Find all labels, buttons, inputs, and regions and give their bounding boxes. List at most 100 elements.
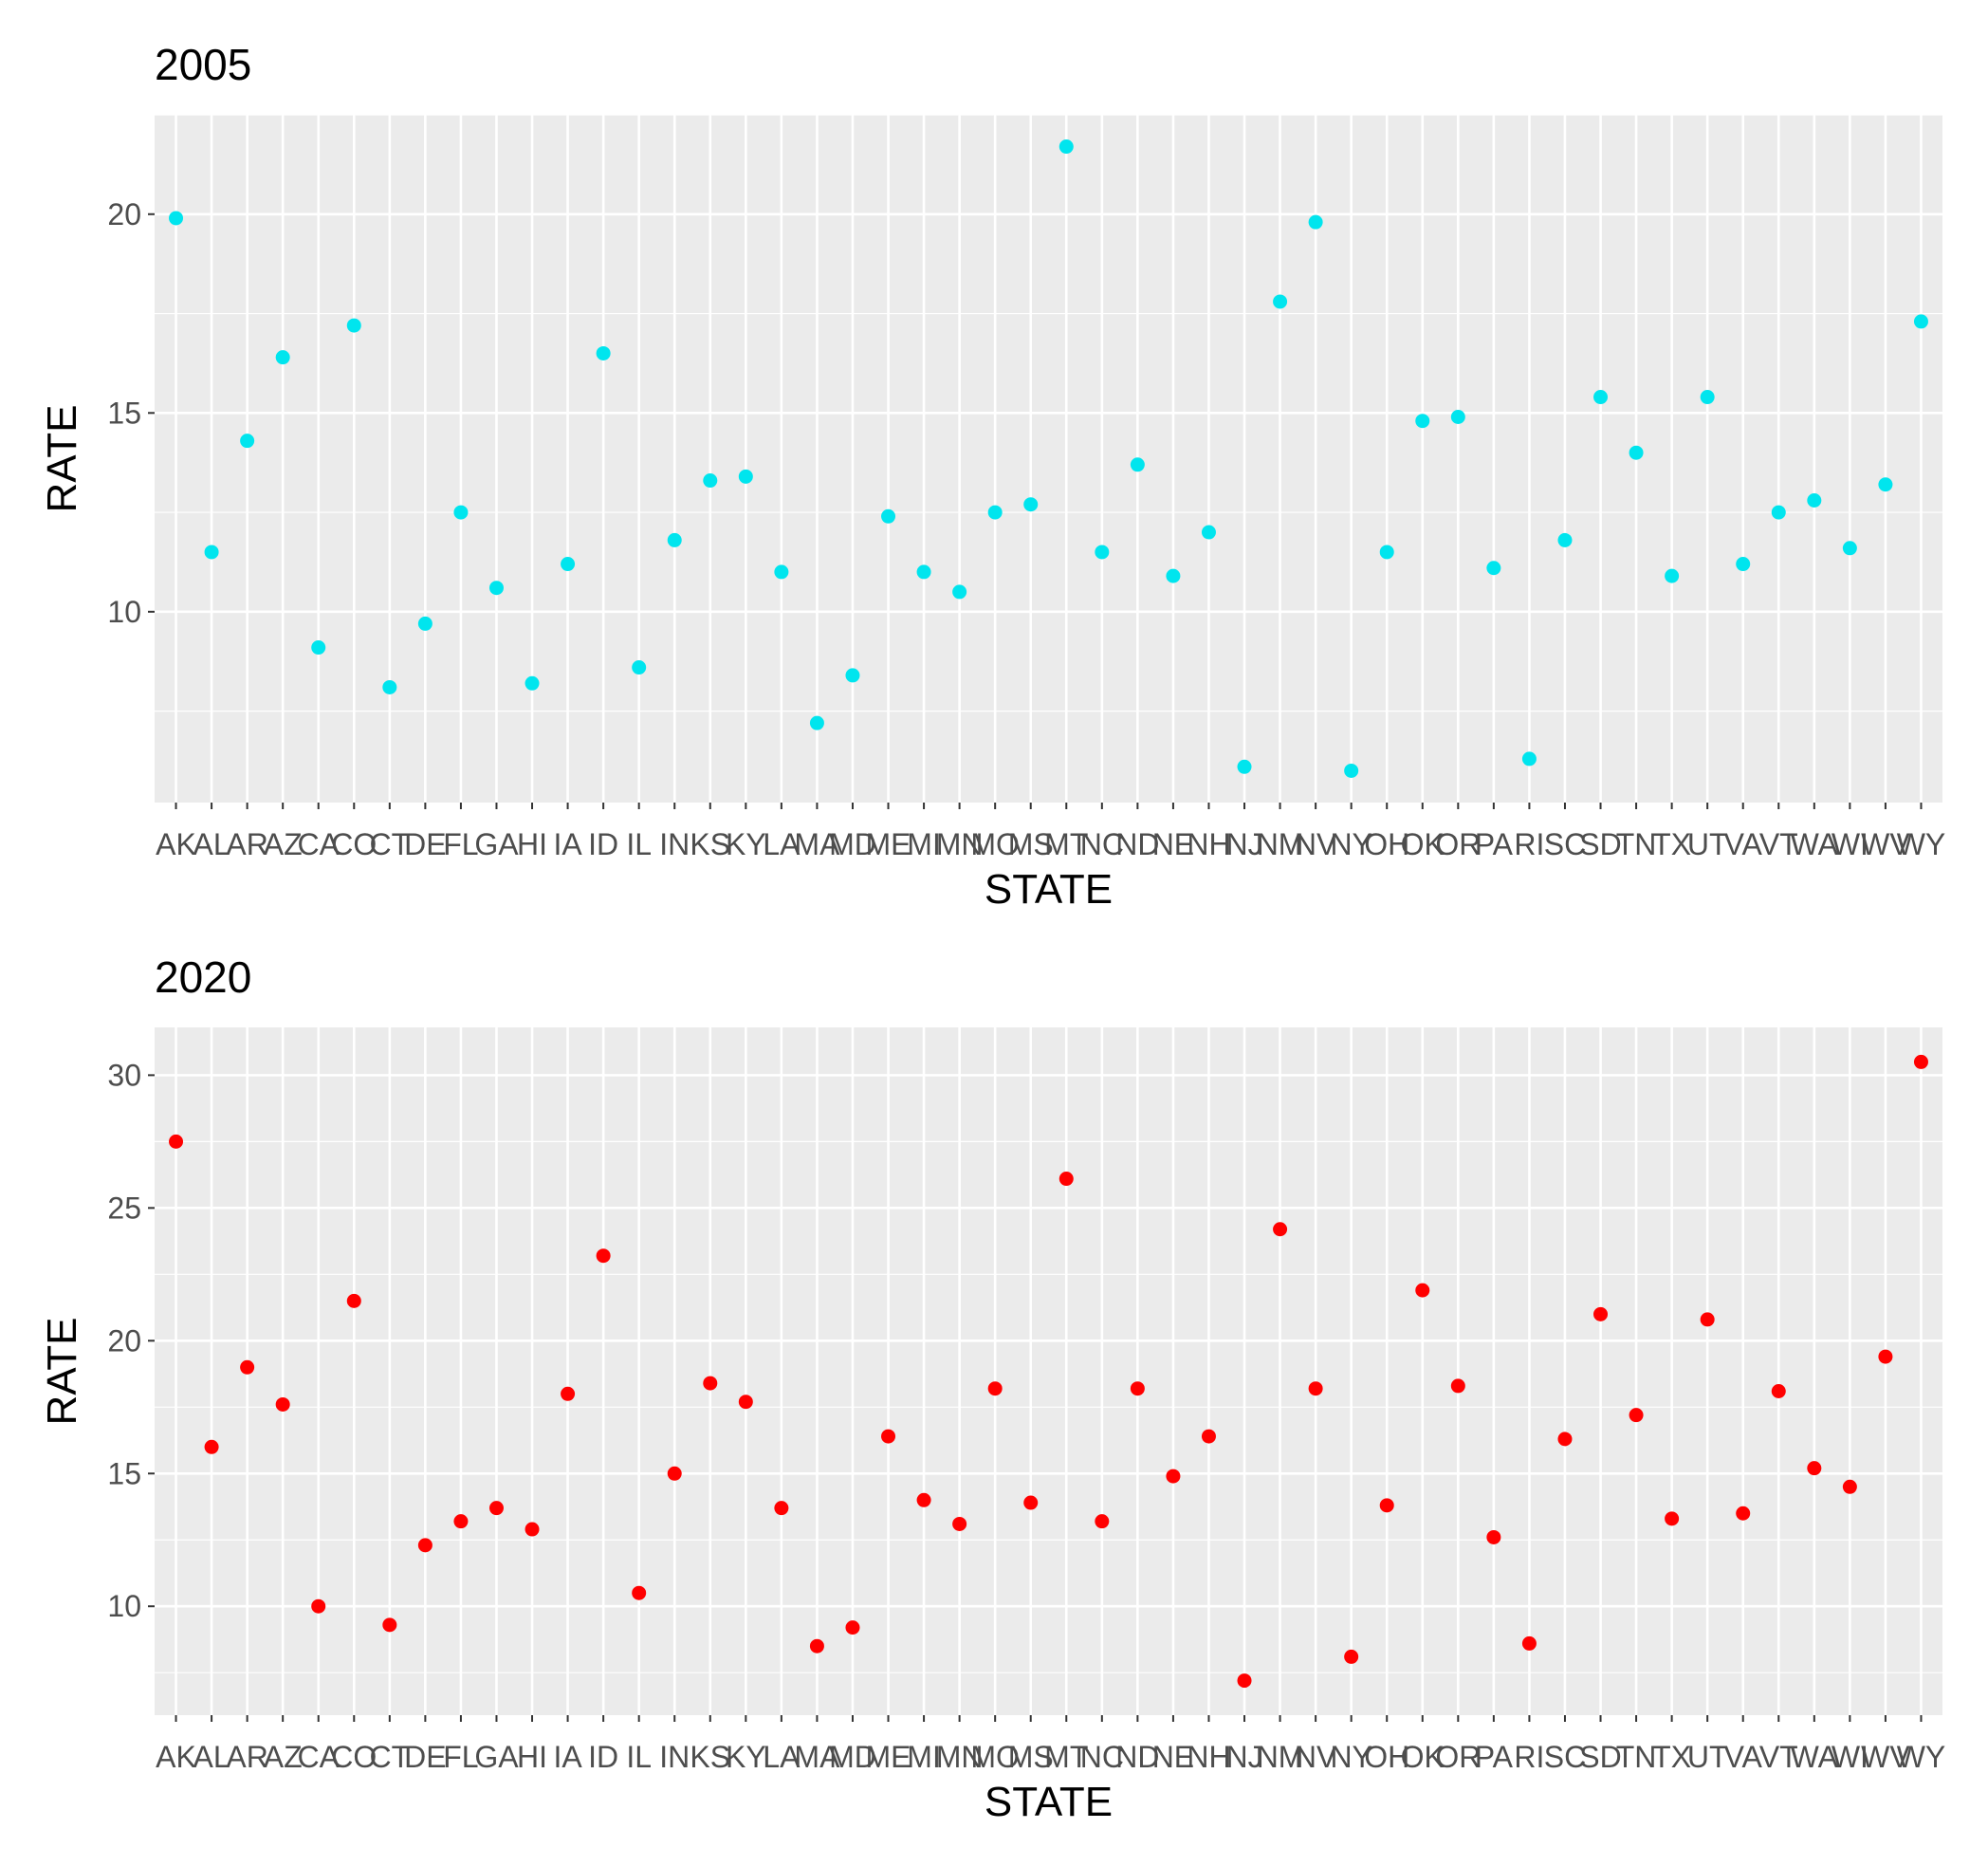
x-tick-label: MS bbox=[1008, 827, 1054, 861]
y-axis-title: RATE bbox=[39, 404, 85, 512]
data-point-TN bbox=[1629, 1408, 1644, 1423]
data-point-SD bbox=[1593, 390, 1609, 405]
x-tick-label: NC bbox=[1080, 827, 1124, 861]
x-tick-label: IA bbox=[553, 827, 582, 861]
x-tick-label: OR bbox=[1435, 1740, 1481, 1774]
x-tick-label: LA bbox=[763, 827, 801, 861]
data-point-WV bbox=[1878, 1349, 1893, 1364]
x-axis-title: STATE bbox=[985, 1779, 1113, 1825]
x-tick-label: SD bbox=[1579, 1740, 1621, 1774]
x-axis-title: STATE bbox=[985, 866, 1113, 913]
data-point-TN bbox=[1629, 445, 1644, 460]
data-point-IA bbox=[561, 557, 576, 572]
x-tick-label: IL bbox=[626, 827, 652, 861]
x-tick-label: WY bbox=[1897, 1740, 1946, 1774]
data-point-SC bbox=[1557, 1432, 1573, 1447]
data-point-MD bbox=[845, 1620, 860, 1635]
x-tick-label: NV bbox=[1295, 1740, 1337, 1774]
data-point-UT bbox=[1700, 1312, 1715, 1327]
data-point-AL bbox=[204, 545, 219, 560]
y-tick-label: 25 bbox=[107, 1191, 141, 1225]
data-point-OH bbox=[1379, 1498, 1394, 1513]
data-point-ND bbox=[1130, 1381, 1145, 1396]
data-point-WI bbox=[1842, 1479, 1857, 1494]
x-tick-label: AK bbox=[156, 827, 196, 861]
x-tick-label: VT bbox=[1759, 827, 1798, 861]
data-point-PA bbox=[1486, 1529, 1501, 1544]
data-point-NC bbox=[1095, 1514, 1110, 1529]
x-tick-label: RI bbox=[1514, 827, 1544, 861]
y-tick-label: 30 bbox=[107, 1058, 141, 1092]
data-point-IL bbox=[632, 660, 647, 675]
panel-title: 2005 bbox=[155, 40, 251, 89]
y-tick-label: 15 bbox=[107, 396, 141, 430]
x-tick-label: WI bbox=[1832, 827, 1868, 861]
x-tick-label: MS bbox=[1008, 1740, 1054, 1774]
x-tick-label: KY bbox=[726, 1740, 766, 1774]
x-tick-label: TX bbox=[1652, 1740, 1691, 1774]
x-tick-label: NH bbox=[1187, 827, 1230, 861]
x-tick-label: KS bbox=[690, 1740, 730, 1774]
x-tick-label: AK bbox=[156, 1740, 196, 1774]
data-point-RI bbox=[1521, 751, 1537, 767]
x-tick-label: ND bbox=[1115, 1740, 1159, 1774]
x-tick-label: TX bbox=[1652, 827, 1691, 861]
x-tick-label: MA bbox=[794, 827, 840, 861]
data-point-WV bbox=[1878, 477, 1893, 492]
x-tick-label: HI bbox=[517, 1740, 547, 1774]
data-point-MO bbox=[987, 1381, 1003, 1396]
x-tick-label: OK bbox=[1401, 827, 1445, 861]
data-point-HI bbox=[525, 1522, 540, 1537]
x-tick-label: RI bbox=[1514, 1740, 1544, 1774]
x-tick-label: CA bbox=[298, 827, 341, 861]
x-tick-label: HI bbox=[517, 827, 547, 861]
data-point-NV bbox=[1308, 1381, 1323, 1396]
x-tick-label: NJ bbox=[1225, 827, 1262, 861]
data-point-GA bbox=[488, 1501, 504, 1516]
data-point-KY bbox=[738, 469, 753, 484]
panel-title: 2020 bbox=[155, 952, 251, 1002]
x-tick-label: NE bbox=[1152, 827, 1194, 861]
x-tick-label: NY bbox=[1330, 1740, 1371, 1774]
data-point-MS bbox=[1023, 497, 1039, 512]
x-tick-label: OH bbox=[1364, 827, 1409, 861]
x-tick-label: WV bbox=[1861, 1740, 1910, 1774]
x-tick-label: VA bbox=[1724, 827, 1763, 861]
x-tick-label: WY bbox=[1897, 827, 1946, 861]
data-point-MD bbox=[845, 668, 860, 683]
data-point-NM bbox=[1273, 1222, 1288, 1237]
x-tick-label: FL bbox=[443, 827, 478, 861]
x-tick-label: OH bbox=[1364, 1740, 1409, 1774]
x-tick-label: MD bbox=[829, 827, 876, 861]
x-tick-label: SC bbox=[1544, 827, 1586, 861]
x-tick-label: MN bbox=[936, 827, 984, 861]
data-point-NM bbox=[1273, 294, 1288, 309]
x-tick-label: MD bbox=[829, 1740, 876, 1774]
x-tick-label: MN bbox=[936, 1740, 984, 1774]
data-point-AR bbox=[240, 1359, 255, 1375]
data-point-VA bbox=[1736, 557, 1751, 572]
data-point-AZ bbox=[275, 350, 290, 365]
x-tick-label: LA bbox=[763, 1740, 801, 1774]
x-tick-label: NE bbox=[1152, 1740, 1194, 1774]
x-tick-label: OR bbox=[1435, 827, 1481, 861]
data-point-ME bbox=[881, 1429, 896, 1444]
x-tick-label: FL bbox=[443, 1740, 478, 1774]
x-tick-label: ME bbox=[866, 1740, 911, 1774]
data-point-OR bbox=[1450, 409, 1465, 424]
data-point-MI bbox=[916, 1492, 931, 1507]
data-point-LA bbox=[774, 564, 789, 580]
data-point-DE bbox=[417, 1538, 433, 1553]
x-tick-label: ME bbox=[866, 827, 911, 861]
x-tick-label: WI bbox=[1832, 1740, 1868, 1774]
data-point-MO bbox=[987, 505, 1003, 520]
data-point-NC bbox=[1095, 545, 1110, 560]
data-point-NE bbox=[1166, 568, 1181, 583]
data-point-NJ bbox=[1237, 1673, 1252, 1689]
x-tick-label: MI bbox=[907, 827, 941, 861]
data-point-MN bbox=[952, 1516, 967, 1531]
x-tick-label: NC bbox=[1080, 1740, 1124, 1774]
data-point-PA bbox=[1486, 561, 1501, 576]
x-tick-label: WA bbox=[1791, 827, 1839, 861]
